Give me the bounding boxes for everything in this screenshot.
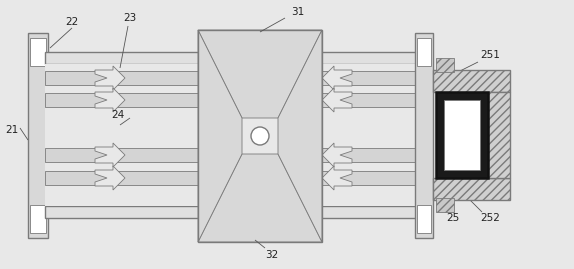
Text: 22: 22: [65, 17, 79, 27]
Text: 25: 25: [447, 213, 460, 223]
Polygon shape: [278, 30, 322, 242]
Text: 24: 24: [111, 110, 125, 120]
Bar: [444, 100, 480, 170]
Bar: [436, 198, 454, 212]
Bar: [30, 38, 46, 66]
Bar: [45, 206, 418, 218]
Bar: [45, 148, 418, 162]
Text: 252: 252: [480, 213, 500, 223]
Bar: [415, 33, 433, 238]
Bar: [30, 205, 46, 233]
Bar: [436, 58, 454, 72]
Bar: [45, 52, 418, 64]
Polygon shape: [95, 88, 125, 112]
Text: 251: 251: [480, 50, 500, 60]
Text: 21: 21: [5, 125, 18, 135]
Polygon shape: [198, 30, 322, 118]
Bar: [417, 38, 431, 66]
Bar: [198, 30, 322, 242]
Bar: [198, 30, 322, 242]
Bar: [45, 64, 418, 206]
Polygon shape: [322, 143, 352, 167]
Bar: [417, 205, 431, 233]
Polygon shape: [95, 66, 125, 90]
Bar: [433, 70, 510, 92]
Bar: [45, 93, 418, 107]
Text: 32: 32: [265, 250, 278, 260]
Text: 31: 31: [292, 7, 305, 17]
Bar: [45, 171, 418, 185]
Text: 23: 23: [123, 13, 137, 23]
Polygon shape: [198, 30, 242, 242]
Polygon shape: [95, 143, 125, 167]
Polygon shape: [198, 154, 322, 242]
Polygon shape: [322, 88, 352, 112]
Circle shape: [251, 127, 269, 145]
Polygon shape: [322, 66, 352, 90]
Bar: [433, 178, 510, 200]
Bar: [488, 92, 510, 178]
Polygon shape: [322, 166, 352, 190]
Bar: [436, 92, 488, 178]
Bar: [45, 71, 418, 85]
Polygon shape: [95, 166, 125, 190]
Bar: [28, 33, 48, 238]
